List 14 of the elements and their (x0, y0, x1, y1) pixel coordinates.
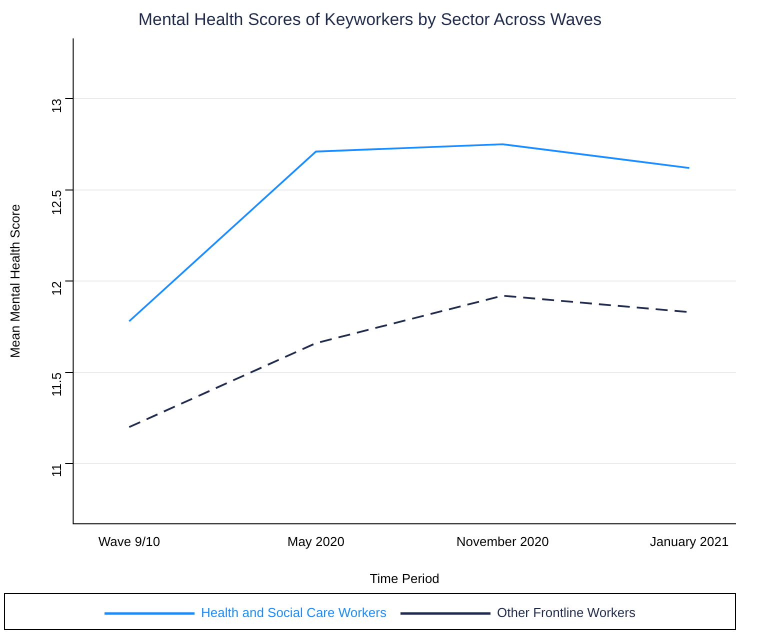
y-tick-label: 11 (48, 464, 64, 478)
x-axis-title: Time Period (370, 570, 440, 586)
y-tick-label: 12.5 (48, 190, 64, 216)
text: Health and Social Care Workers (201, 605, 387, 620)
x-tick-label: November 2020 (456, 534, 549, 550)
y-axis-title: Mean Mental Health Score (7, 204, 22, 358)
chart-title: Mental Health Scores of Keyworkers by Sector Across Waves (138, 10, 602, 29)
y-tick-label: 11.5 (48, 372, 64, 397)
x-tick-label: Wave 9/10 (98, 534, 160, 550)
text: Other Frontline Workers (496, 605, 636, 620)
x-tick-label: January 2021 (650, 534, 729, 550)
y-tick-label: 13 (48, 98, 64, 114)
y-tick-label: 12 (48, 281, 64, 296)
x-tick-label: May 2020 (287, 534, 344, 550)
